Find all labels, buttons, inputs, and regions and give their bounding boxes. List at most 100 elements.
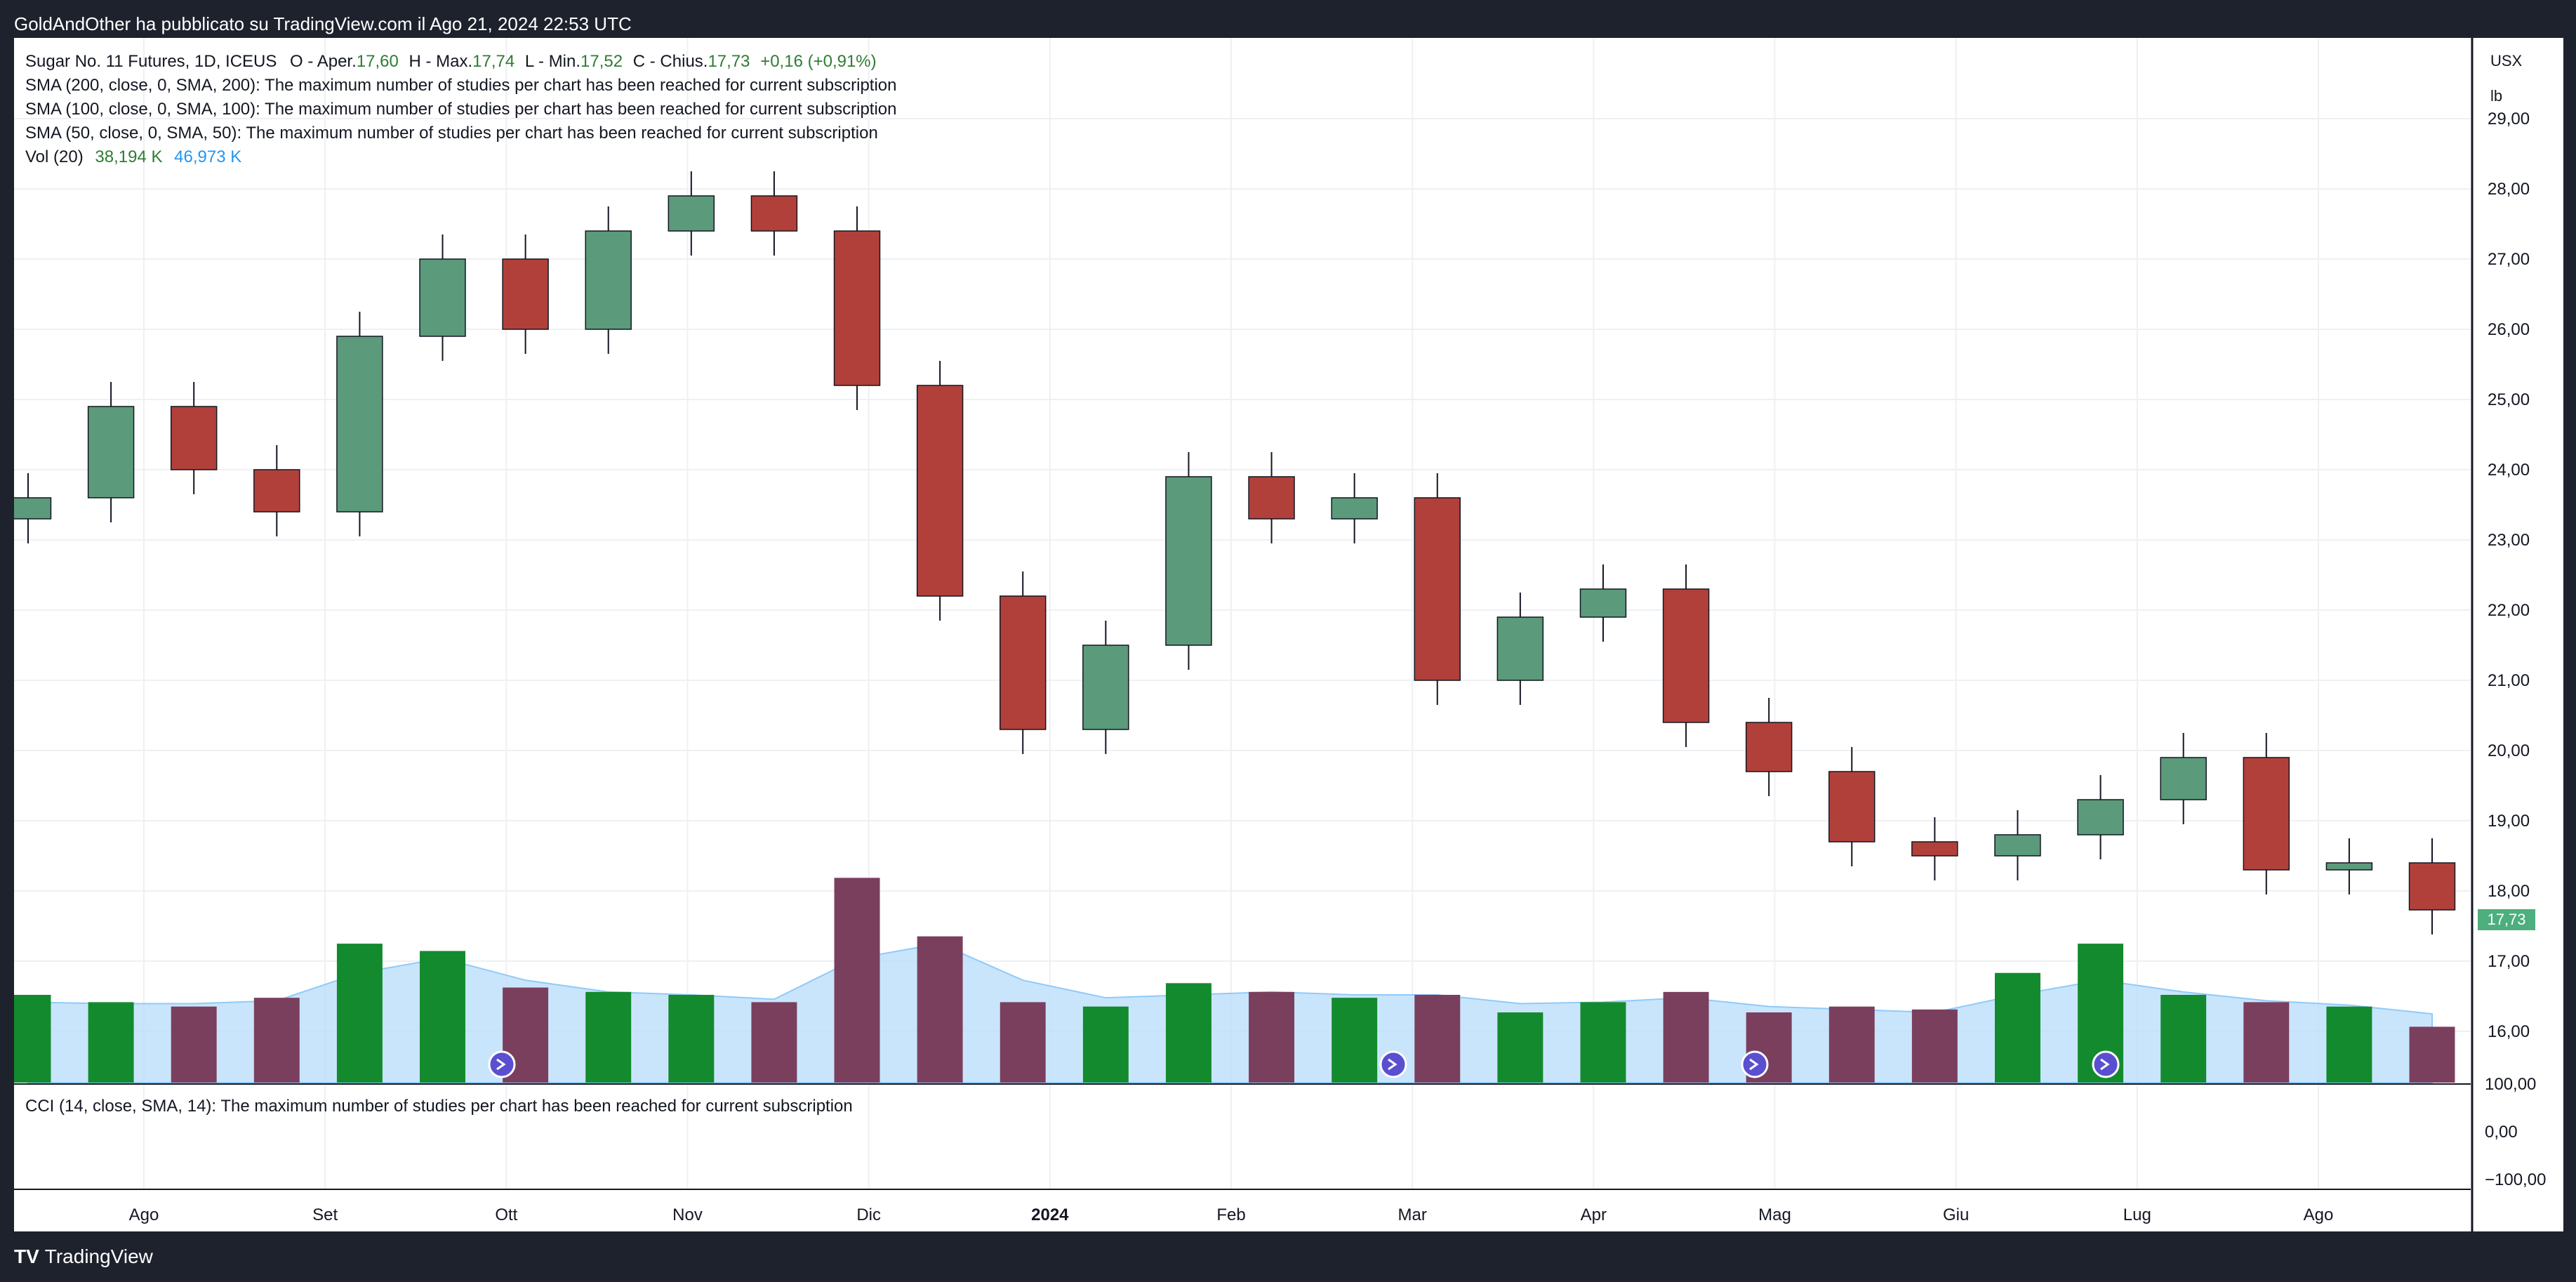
low-label: L - Min.	[524, 52, 581, 71]
open-label: O - Aper.	[290, 52, 357, 71]
date-tick-label: Set	[312, 1205, 338, 1224]
volume-bar	[1580, 1002, 1626, 1083]
chart-canvas[interactable]: 29,00 28,00 27,00 26,00 25,00 24,00 23,00 22,00…	[14, 38, 2563, 1231]
footer: TV TradingView	[0, 1231, 2576, 1282]
price-tick-label: 29,00	[2488, 110, 2530, 128]
legend-cci[interactable]: CCI (14, close, SMA, 14): The maximum nu…	[25, 1097, 853, 1116]
candle-body	[87, 406, 135, 498]
legend-sma100[interactable]: SMA (100, close, 0, SMA, 100): The maxim…	[25, 100, 897, 119]
event-marker-icon	[488, 1050, 516, 1078]
candle-body	[2243, 757, 2290, 871]
open-value: 17,60	[356, 52, 399, 71]
volume-bar	[1497, 1012, 1543, 1083]
event-marker-arrow-icon	[2100, 1058, 2110, 1071]
candle-body	[2408, 862, 2456, 911]
price-tick-label: 16,00	[2488, 1022, 2530, 1041]
candle-body	[1994, 834, 2041, 857]
date-tick-label: Ago	[129, 1205, 159, 1224]
candle-body	[419, 258, 466, 337]
price-tick-label: 23,00	[2488, 531, 2530, 550]
candle-body	[170, 406, 218, 470]
volume-bar	[253, 998, 300, 1083]
candle-body	[916, 385, 964, 597]
publish-info: GoldAndOther ha pubblicato su TradingVie…	[14, 13, 632, 34]
change-value: +0,16 (+0,91%)	[760, 52, 877, 71]
candle-body	[1828, 771, 1875, 842]
volume-bars	[14, 878, 2455, 1083]
candle-body	[750, 195, 798, 232]
high-value: 17,74	[472, 52, 515, 71]
date-tick-label: Feb	[1216, 1205, 1245, 1224]
volume-bar	[420, 951, 465, 1083]
volume-bar	[1911, 1009, 1958, 1083]
cci-tick-label: −100,00	[2485, 1170, 2546, 1189]
legend-volume[interactable]: Vol (20) 38,194 K 46,973 K	[25, 147, 241, 167]
high-label: H - Max.	[409, 52, 473, 71]
price-tick-label: 19,00	[2488, 812, 2530, 831]
price-tick-label: 22,00	[2488, 601, 2530, 620]
candle-body	[2077, 799, 2124, 835]
volume-bar	[2409, 1026, 2455, 1083]
candle-body	[1496, 616, 1544, 681]
candle-body	[833, 230, 881, 386]
candle-body	[1911, 841, 1958, 857]
chart-frame[interactable]: 29,00 28,00 27,00 26,00 25,00 24,00 23,00 22,00…	[14, 38, 2563, 1231]
volume-bar	[751, 1002, 797, 1083]
legend-sma200[interactable]: SMA (200, close, 0, SMA, 200): The maxim…	[25, 76, 897, 95]
cci-tick-label: 100,00	[2485, 1075, 2536, 1094]
volume-bar	[1165, 983, 1211, 1083]
volume-bar	[1000, 1002, 1046, 1083]
date-tick-label: Nov	[672, 1205, 703, 1224]
date-tick-label: Lug	[2123, 1205, 2151, 1224]
volume-bar	[917, 936, 963, 1083]
event-marker-icon	[1379, 1050, 1407, 1078]
volume-ma-area	[27, 943, 2433, 1083]
candle-body	[1248, 476, 1295, 520]
volume-bar	[1082, 1006, 1129, 1083]
date-tick-label: Ago	[2304, 1205, 2334, 1224]
legend-main[interactable]: Sugar No. 11 Futures, 1D, ICEUS O - Aper…	[25, 52, 877, 72]
event-marker-icon	[1741, 1050, 1769, 1078]
price-tick-label: 27,00	[2488, 250, 2530, 269]
event-marker-arrow-icon	[496, 1058, 506, 1071]
candle-body	[668, 195, 715, 232]
candle-body	[1165, 476, 1212, 646]
symbol-name[interactable]: Sugar No. 11 Futures, 1D, ICEUS	[25, 52, 277, 71]
event-marker-icon	[2092, 1050, 2120, 1078]
date-tick-label: Mag	[1758, 1205, 1791, 1224]
legend-sma50[interactable]: SMA (50, close, 0, SMA, 50): The maximum…	[25, 124, 878, 143]
currency-label[interactable]: USX	[2490, 52, 2523, 70]
candle-body	[336, 336, 383, 513]
volume-bar	[88, 1002, 134, 1083]
date-tick-label: Giu	[1943, 1205, 1969, 1224]
event-marker-arrow-icon	[1749, 1058, 1759, 1071]
close-label: C - Chius.	[632, 52, 708, 71]
candle-body	[1000, 595, 1047, 730]
close-value: 17,73	[708, 52, 750, 71]
tradingview-logo[interactable]: TV TradingView	[14, 1245, 153, 1268]
event-marker-arrow-icon	[1388, 1058, 1397, 1071]
axes: 29,00 28,00 27,00 26,00 25,00 24,00 23,00 22,00…	[14, 38, 2546, 1231]
volume-bar	[2326, 1006, 2372, 1083]
price-tick-label: 18,00	[2488, 882, 2530, 901]
unit-label[interactable]: lb	[2490, 87, 2503, 105]
candle-body	[1745, 722, 1793, 772]
publish-header: GoldAndOther ha pubblicato su TradingVie…	[0, 0, 2576, 38]
candle-body	[1082, 645, 1129, 730]
candles	[14, 171, 2456, 934]
price-tick-label: 25,00	[2488, 390, 2530, 409]
volume-bar	[14, 995, 51, 1083]
candle-body	[2325, 862, 2373, 871]
candle-body	[253, 469, 300, 513]
price-tick-label: 17,00	[2488, 952, 2530, 971]
volume-bar	[1332, 998, 1378, 1083]
price-tick-label: 28,00	[2488, 180, 2530, 199]
brand-name: TradingView	[44, 1245, 153, 1267]
volume-bar	[1663, 991, 1709, 1083]
volume-value: 38,194 K	[95, 147, 163, 166]
date-tick-label: Apr	[1581, 1205, 1607, 1224]
volume-bar	[1828, 1006, 1875, 1083]
volume-ma-path	[27, 943, 2433, 1083]
candle-body	[502, 258, 549, 330]
low-value: 17,52	[580, 52, 623, 71]
